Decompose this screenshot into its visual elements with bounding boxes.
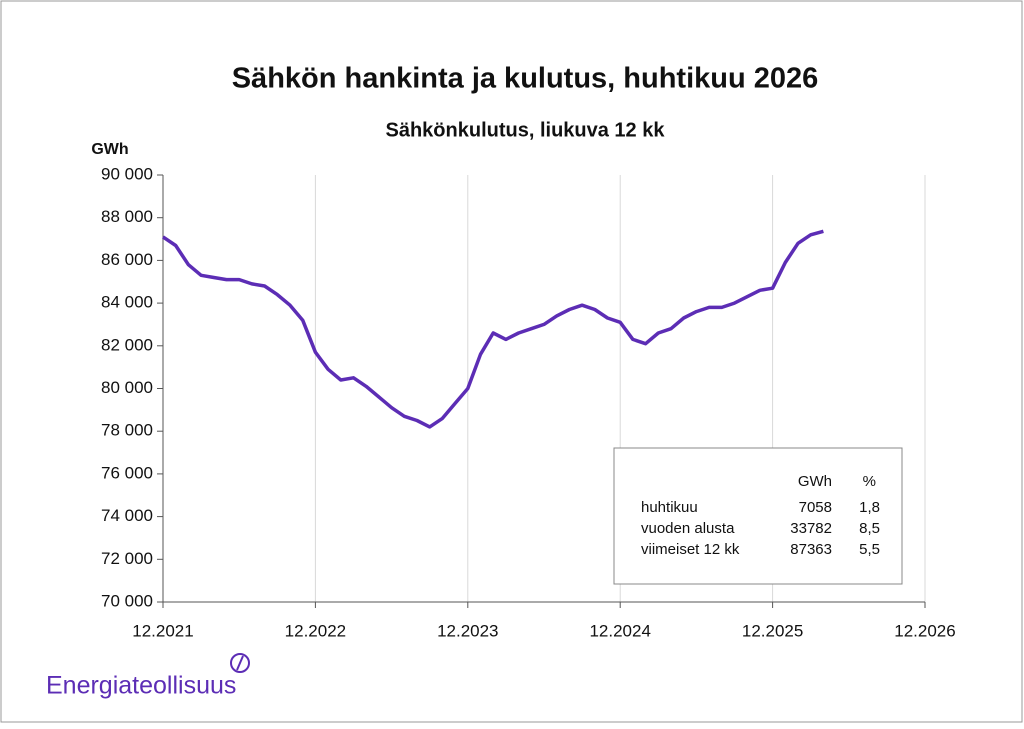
x-tick-label: 12.2021 bbox=[132, 621, 193, 640]
logo-mark bbox=[236, 655, 244, 671]
table-header: % bbox=[863, 473, 876, 490]
y-tick-label: 86 000 bbox=[101, 250, 153, 269]
table-header: GWh bbox=[798, 473, 832, 490]
y-tick-label: 80 000 bbox=[101, 378, 153, 397]
table-label: vuoden alusta bbox=[641, 520, 735, 537]
table-value: 7058 bbox=[799, 499, 832, 516]
y-tick-label: 84 000 bbox=[101, 293, 153, 312]
chart-subtitle: Sähkönkulutus, liukuva 12 kk bbox=[386, 119, 666, 141]
x-tick-label: 12.2026 bbox=[894, 621, 955, 640]
logo-mark bbox=[230, 653, 250, 673]
y-tick-label: 82 000 bbox=[101, 335, 153, 354]
x-tick-label: 12.2025 bbox=[742, 621, 803, 640]
table-label: viimeiset 12 kk bbox=[641, 541, 740, 558]
y-tick-label: 90 000 bbox=[101, 164, 153, 183]
table-value: 33782 bbox=[790, 520, 832, 537]
y-tick-label: 70 000 bbox=[101, 591, 153, 610]
chart-title: Sähkön hankinta ja kulutus, huhtikuu 202… bbox=[232, 63, 819, 95]
y-tick-label: 74 000 bbox=[101, 506, 153, 525]
logo: Energiateollisuus bbox=[46, 672, 236, 700]
y-tick-label: 88 000 bbox=[101, 207, 153, 226]
x-tick-label: 12.2023 bbox=[437, 621, 498, 640]
y-tick-label: 78 000 bbox=[101, 421, 153, 440]
table-value: 87363 bbox=[790, 541, 832, 558]
y-axis-label: GWh bbox=[91, 141, 128, 158]
table-label: huhtikuu bbox=[641, 499, 698, 516]
table-box bbox=[613, 447, 903, 585]
x-tick-label: 12.2022 bbox=[285, 621, 346, 640]
y-tick-label: 76 000 bbox=[101, 463, 153, 482]
table-value: 5,5 bbox=[859, 541, 880, 558]
table-value: 8,5 bbox=[859, 520, 880, 537]
x-tick-label: 12.2024 bbox=[589, 621, 650, 640]
y-tick-label: 72 000 bbox=[101, 549, 153, 568]
line bbox=[162, 229, 824, 429]
table-value: 1,8 bbox=[859, 499, 880, 516]
